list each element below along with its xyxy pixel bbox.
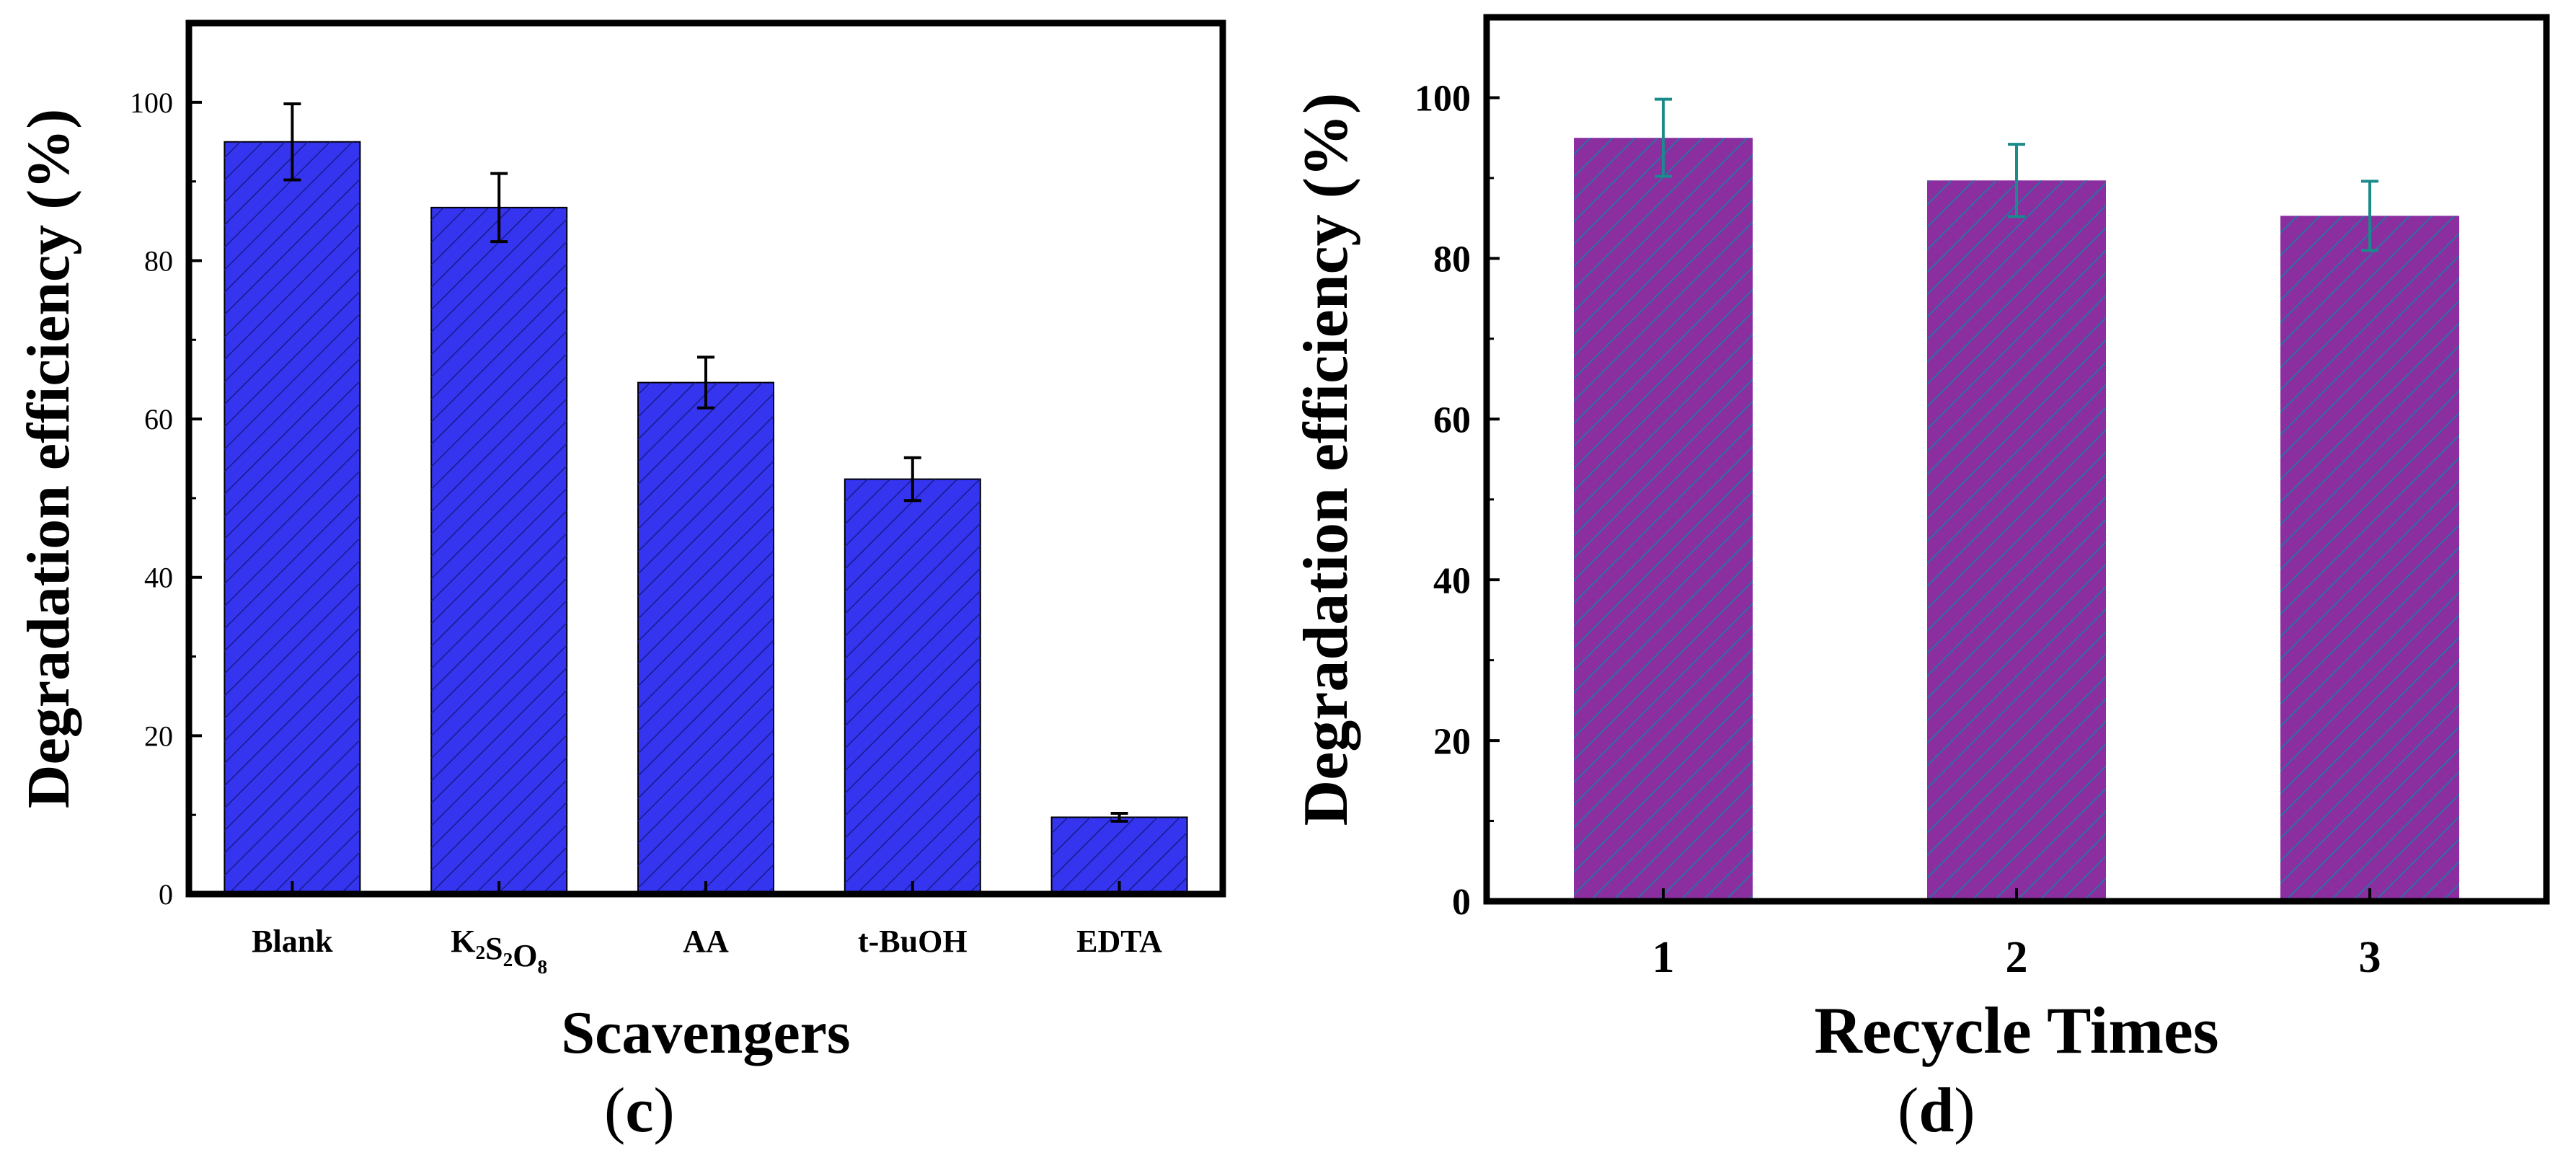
y-tick-label: 0 [159, 878, 173, 911]
x-tick-label: 3 [2359, 933, 2381, 982]
y-tick-label: 80 [1433, 239, 1471, 280]
bar-hatch-1 [1574, 138, 1753, 901]
error-bar-3 [2361, 180, 2378, 252]
y-tick-label: 60 [1433, 399, 1471, 441]
bar-hatch-t-BuOH [844, 479, 981, 894]
panel-label-d: (d) [1898, 1076, 1975, 1146]
x-tick-label: t-BuOH [858, 924, 968, 959]
error-bar-EDTA [1110, 811, 1128, 823]
y-tick-label: 100 [130, 87, 173, 119]
y-tick-label: 20 [1433, 721, 1471, 762]
bar-hatch-2 [1927, 180, 2106, 901]
y-axis-label: Degradation efficiency (%) [1291, 93, 1361, 826]
error-bar-Blank [283, 102, 301, 182]
error-bar-2 [2008, 143, 2025, 218]
x-tick-label: K2S2O8 [451, 924, 547, 978]
y-tick-label: 40 [1433, 560, 1471, 601]
y-tick-label: 40 [144, 562, 173, 594]
x-tick-label: EDTA [1076, 924, 1162, 959]
y-tick-label: 0 [1452, 882, 1471, 923]
y-tick-label: 60 [144, 403, 173, 435]
x-tick-label: 1 [1652, 933, 1675, 982]
x-tick-label: 2 [2006, 933, 2028, 982]
x-axis-label: Scavengers [561, 999, 850, 1066]
y-tick-label: 20 [144, 720, 173, 752]
y-tick-label: 80 [144, 244, 173, 277]
error-bar-t-BuOH [903, 456, 921, 503]
bar-hatch-K2S2O8 [431, 207, 567, 895]
chart-panel-c: 0 20 40 60 80 100 Blank K2S2O8 AA t-BuOH EDTA Scave… [15, 19, 1226, 1066]
x-axis-label: Recycle Times [1814, 994, 2218, 1067]
x-tick-label: AA [683, 924, 729, 959]
error-bar-1 [1655, 97, 1672, 178]
bar-hatch-Blank [224, 141, 360, 894]
y-tick-label: 100 [1415, 79, 1471, 120]
error-bar-K2S2O8 [490, 172, 508, 244]
bar-hatch-3 [2280, 216, 2459, 901]
error-bar-AA [697, 355, 714, 410]
panel-label-c: (c) [604, 1076, 675, 1146]
bar-hatch-AA [638, 382, 774, 894]
x-tick-label: Blank [252, 924, 333, 959]
chart-panel-d: 0 20 40 60 80 100 1 2 3 Recycle Times Degradation … [1291, 14, 2550, 1067]
y-axis-label: Degradation efficiency (%) [15, 109, 82, 808]
